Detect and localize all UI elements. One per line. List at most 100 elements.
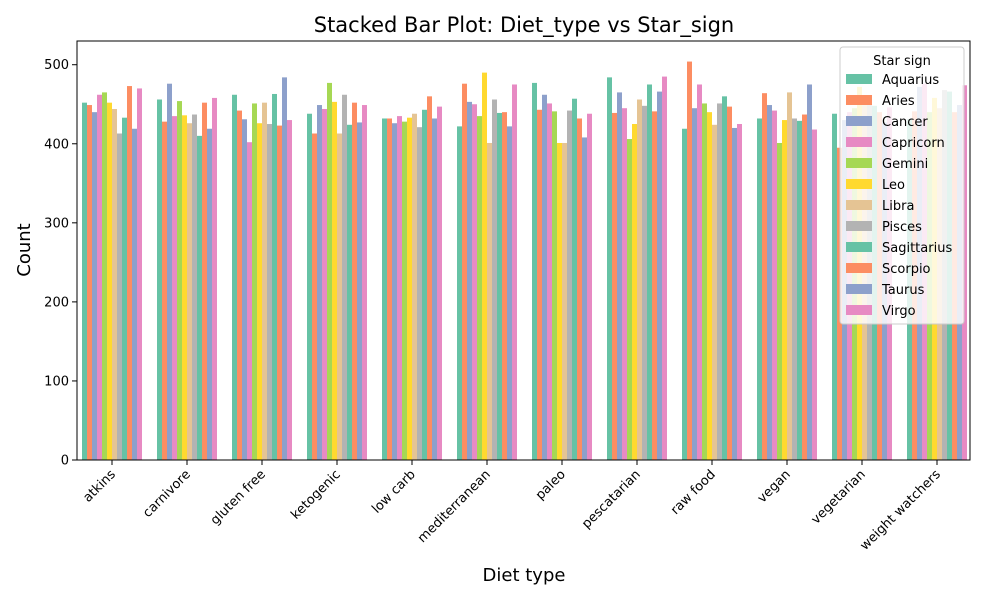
legend-label: Scorpio bbox=[882, 262, 931, 277]
x-tick-label: atkins bbox=[80, 467, 118, 505]
bar-sagittarius-paleo bbox=[572, 98, 577, 461]
bar-sagittarius-gluten-free bbox=[272, 93, 277, 460]
bar-pisces-raw-food bbox=[717, 103, 722, 460]
bar-libra-gluten-free bbox=[262, 102, 267, 460]
bar-scorpio-pescatarian bbox=[652, 111, 657, 461]
legend-swatch bbox=[846, 158, 872, 168]
bar-pisces-pescatarian bbox=[642, 105, 647, 460]
bar-capricorn-ketogenic bbox=[322, 108, 327, 461]
bar-taurus-raw-food bbox=[732, 127, 737, 461]
bar-aquarius-gluten-free bbox=[232, 94, 237, 460]
bar-pisces-carnivore bbox=[192, 114, 197, 461]
bar-aquarius-vegetarian bbox=[832, 113, 837, 460]
legend-label: Taurus bbox=[881, 283, 925, 298]
x-tick-label: vegan bbox=[755, 467, 794, 506]
bar-gemini-ketogenic bbox=[327, 82, 332, 461]
x-tick-label: paleo bbox=[533, 467, 569, 503]
bar-libra-pescatarian bbox=[637, 99, 642, 460]
bar-virgo-gluten-free bbox=[287, 120, 292, 460]
bar-libra-carnivore bbox=[187, 123, 192, 460]
bar-cancer-vegan bbox=[767, 105, 772, 460]
bar-capricorn-raw-food bbox=[697, 84, 702, 460]
x-tick-label: vegetarian bbox=[809, 467, 869, 527]
x-tick-label: carnivore bbox=[140, 467, 194, 521]
legend-label: Virgo bbox=[882, 304, 916, 319]
bar-aquarius-vegan bbox=[757, 118, 762, 460]
bar-sagittarius-pescatarian bbox=[647, 84, 652, 460]
bar-scorpio-vegan bbox=[802, 114, 807, 461]
bar-leo-low-carb bbox=[407, 117, 412, 461]
bar-virgo-paleo bbox=[587, 113, 592, 460]
bar-capricorn-mediterranean bbox=[472, 104, 477, 460]
bar-capricorn-carnivore bbox=[172, 116, 177, 460]
bar-scorpio-raw-food bbox=[727, 106, 732, 461]
chart-title: Stacked Bar Plot: Diet_type vs Star_sign bbox=[314, 13, 735, 38]
bar-virgo-ketogenic bbox=[362, 105, 367, 460]
bar-gemini-mediterranean bbox=[477, 116, 482, 460]
y-tick-label: 0 bbox=[61, 454, 69, 469]
x-tick-label: low carb bbox=[369, 467, 419, 517]
bar-aquarius-carnivore bbox=[157, 99, 162, 460]
bar-cancer-pescatarian bbox=[617, 92, 622, 460]
bar-libra-low-carb bbox=[412, 113, 417, 460]
legend-label: Aries bbox=[882, 94, 915, 109]
y-axis-label: Count bbox=[14, 223, 35, 276]
y-tick-label: 500 bbox=[44, 58, 69, 73]
bar-cancer-atkins bbox=[92, 112, 97, 461]
bar-leo-vegan bbox=[782, 120, 787, 460]
bar-taurus-low-carb bbox=[432, 118, 437, 460]
bar-libra-mediterranean bbox=[487, 142, 492, 461]
bar-gemini-carnivore bbox=[177, 101, 182, 460]
bar-virgo-raw-food bbox=[737, 124, 742, 460]
bar-virgo-atkins bbox=[137, 88, 142, 461]
legend-swatch bbox=[846, 74, 872, 84]
bar-scorpio-mediterranean bbox=[502, 112, 507, 461]
bar-aries-atkins bbox=[87, 105, 92, 460]
bar-pisces-paleo bbox=[567, 110, 572, 460]
bar-taurus-pescatarian bbox=[657, 91, 662, 460]
legend-swatch bbox=[846, 137, 872, 147]
bar-cancer-mediterranean bbox=[467, 101, 472, 461]
bar-sagittarius-raw-food bbox=[722, 96, 727, 460]
bar-aries-paleo bbox=[537, 109, 542, 460]
bar-taurus-carnivore bbox=[207, 128, 212, 460]
bar-gemini-vegan bbox=[777, 142, 782, 461]
legend-swatch bbox=[846, 284, 872, 294]
bar-aquarius-mediterranean bbox=[457, 126, 462, 460]
bar-leo-gluten-free bbox=[257, 123, 262, 460]
legend-swatch bbox=[846, 221, 872, 231]
legend-label: Capricorn bbox=[882, 136, 945, 151]
legend-swatch bbox=[846, 242, 872, 252]
bar-sagittarius-vegan bbox=[797, 120, 802, 460]
legend: Star sign Aquarius Aries Cancer Capricorn Gem… bbox=[839, 46, 965, 325]
legend-label: Gemini bbox=[882, 157, 928, 172]
bar-gemini-pescatarian bbox=[627, 139, 632, 460]
bar-sagittarius-ketogenic bbox=[347, 124, 352, 461]
bar-leo-paleo bbox=[557, 142, 562, 461]
bar-gemini-raw-food bbox=[702, 103, 707, 460]
x-tick-label: weight watchers bbox=[857, 467, 944, 554]
x-tick-label: raw food bbox=[668, 467, 719, 518]
bar-sagittarius-low-carb bbox=[422, 109, 427, 460]
bar-aquarius-low-carb bbox=[382, 118, 387, 460]
plot-frame bbox=[76, 40, 971, 461]
bar-taurus-paleo bbox=[582, 137, 587, 460]
bar-scorpio-ketogenic bbox=[352, 102, 357, 460]
legend-label: Pisces bbox=[882, 220, 922, 235]
bar-taurus-atkins bbox=[132, 128, 137, 460]
bar-scorpio-gluten-free bbox=[277, 125, 282, 460]
legend-swatch bbox=[846, 305, 872, 315]
bar-cancer-ketogenic bbox=[317, 105, 322, 460]
bar-cancer-carnivore bbox=[167, 83, 172, 460]
bar-pisces-ketogenic bbox=[342, 94, 347, 460]
bar-capricorn-low-carb bbox=[397, 116, 402, 460]
bar-aries-pescatarian bbox=[612, 112, 617, 460]
bar-aries-mediterranean bbox=[462, 83, 467, 460]
bar-sagittarius-carnivore bbox=[197, 135, 202, 460]
legend-swatch bbox=[846, 263, 872, 273]
bar-taurus-vegan bbox=[807, 84, 812, 460]
bar-scorpio-carnivore bbox=[202, 102, 207, 460]
bar-aquarius-atkins bbox=[82, 102, 87, 460]
bar-pisces-gluten-free bbox=[267, 124, 272, 460]
